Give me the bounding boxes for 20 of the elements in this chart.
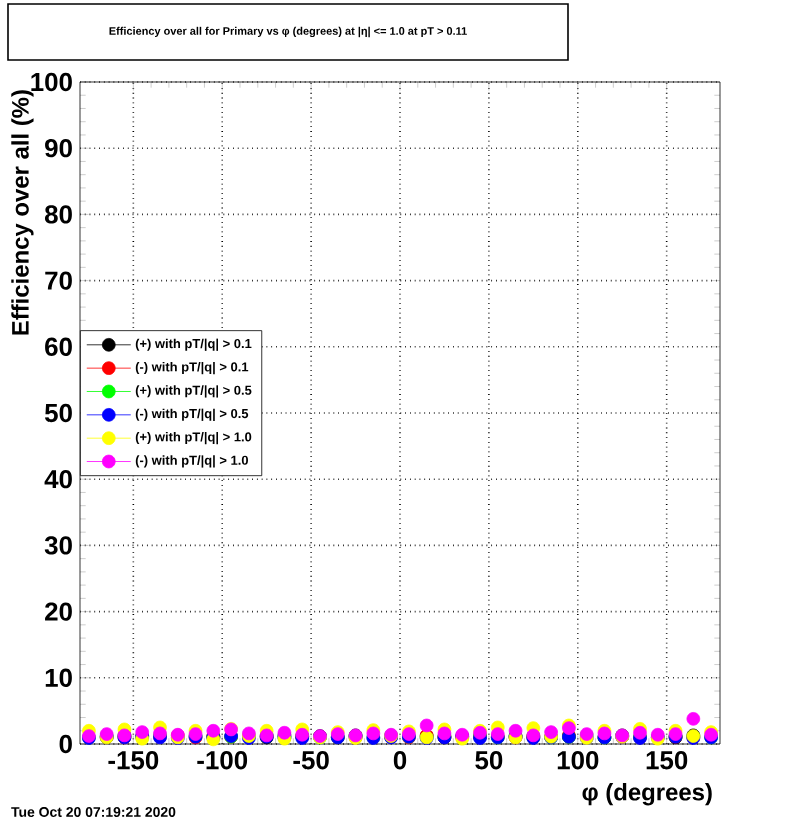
x-tick-label: -50 [293, 751, 329, 770]
y-tick-label: 100 [31, 72, 72, 92]
y-axis-title: Efficiency over all (%) [11, 90, 34, 335]
y-tick-label: 80 [44, 205, 72, 224]
x-tick-label: 50 [475, 751, 503, 770]
y-tick-label: 20 [45, 602, 72, 621]
y-tick-label: 0 [59, 734, 72, 754]
x-axis-title: φ (degrees) [582, 783, 712, 806]
y-tick-label: 30 [44, 536, 72, 555]
x-tick-label: 150 [646, 751, 688, 770]
x-tick-label: -100 [197, 751, 248, 770]
x-tick-label: 100 [557, 751, 599, 770]
x-tick-label: 0 [393, 751, 407, 770]
y-tick-label: 70 [45, 271, 72, 290]
y-tick-label: 10 [45, 668, 72, 687]
y-tick-label: 60 [45, 337, 72, 356]
y-tick-label: 50 [44, 403, 72, 423]
y-tick-label: 40 [44, 470, 72, 489]
x-tick-label: -150 [108, 751, 159, 770]
y-tick-label: 90 [45, 139, 72, 158]
